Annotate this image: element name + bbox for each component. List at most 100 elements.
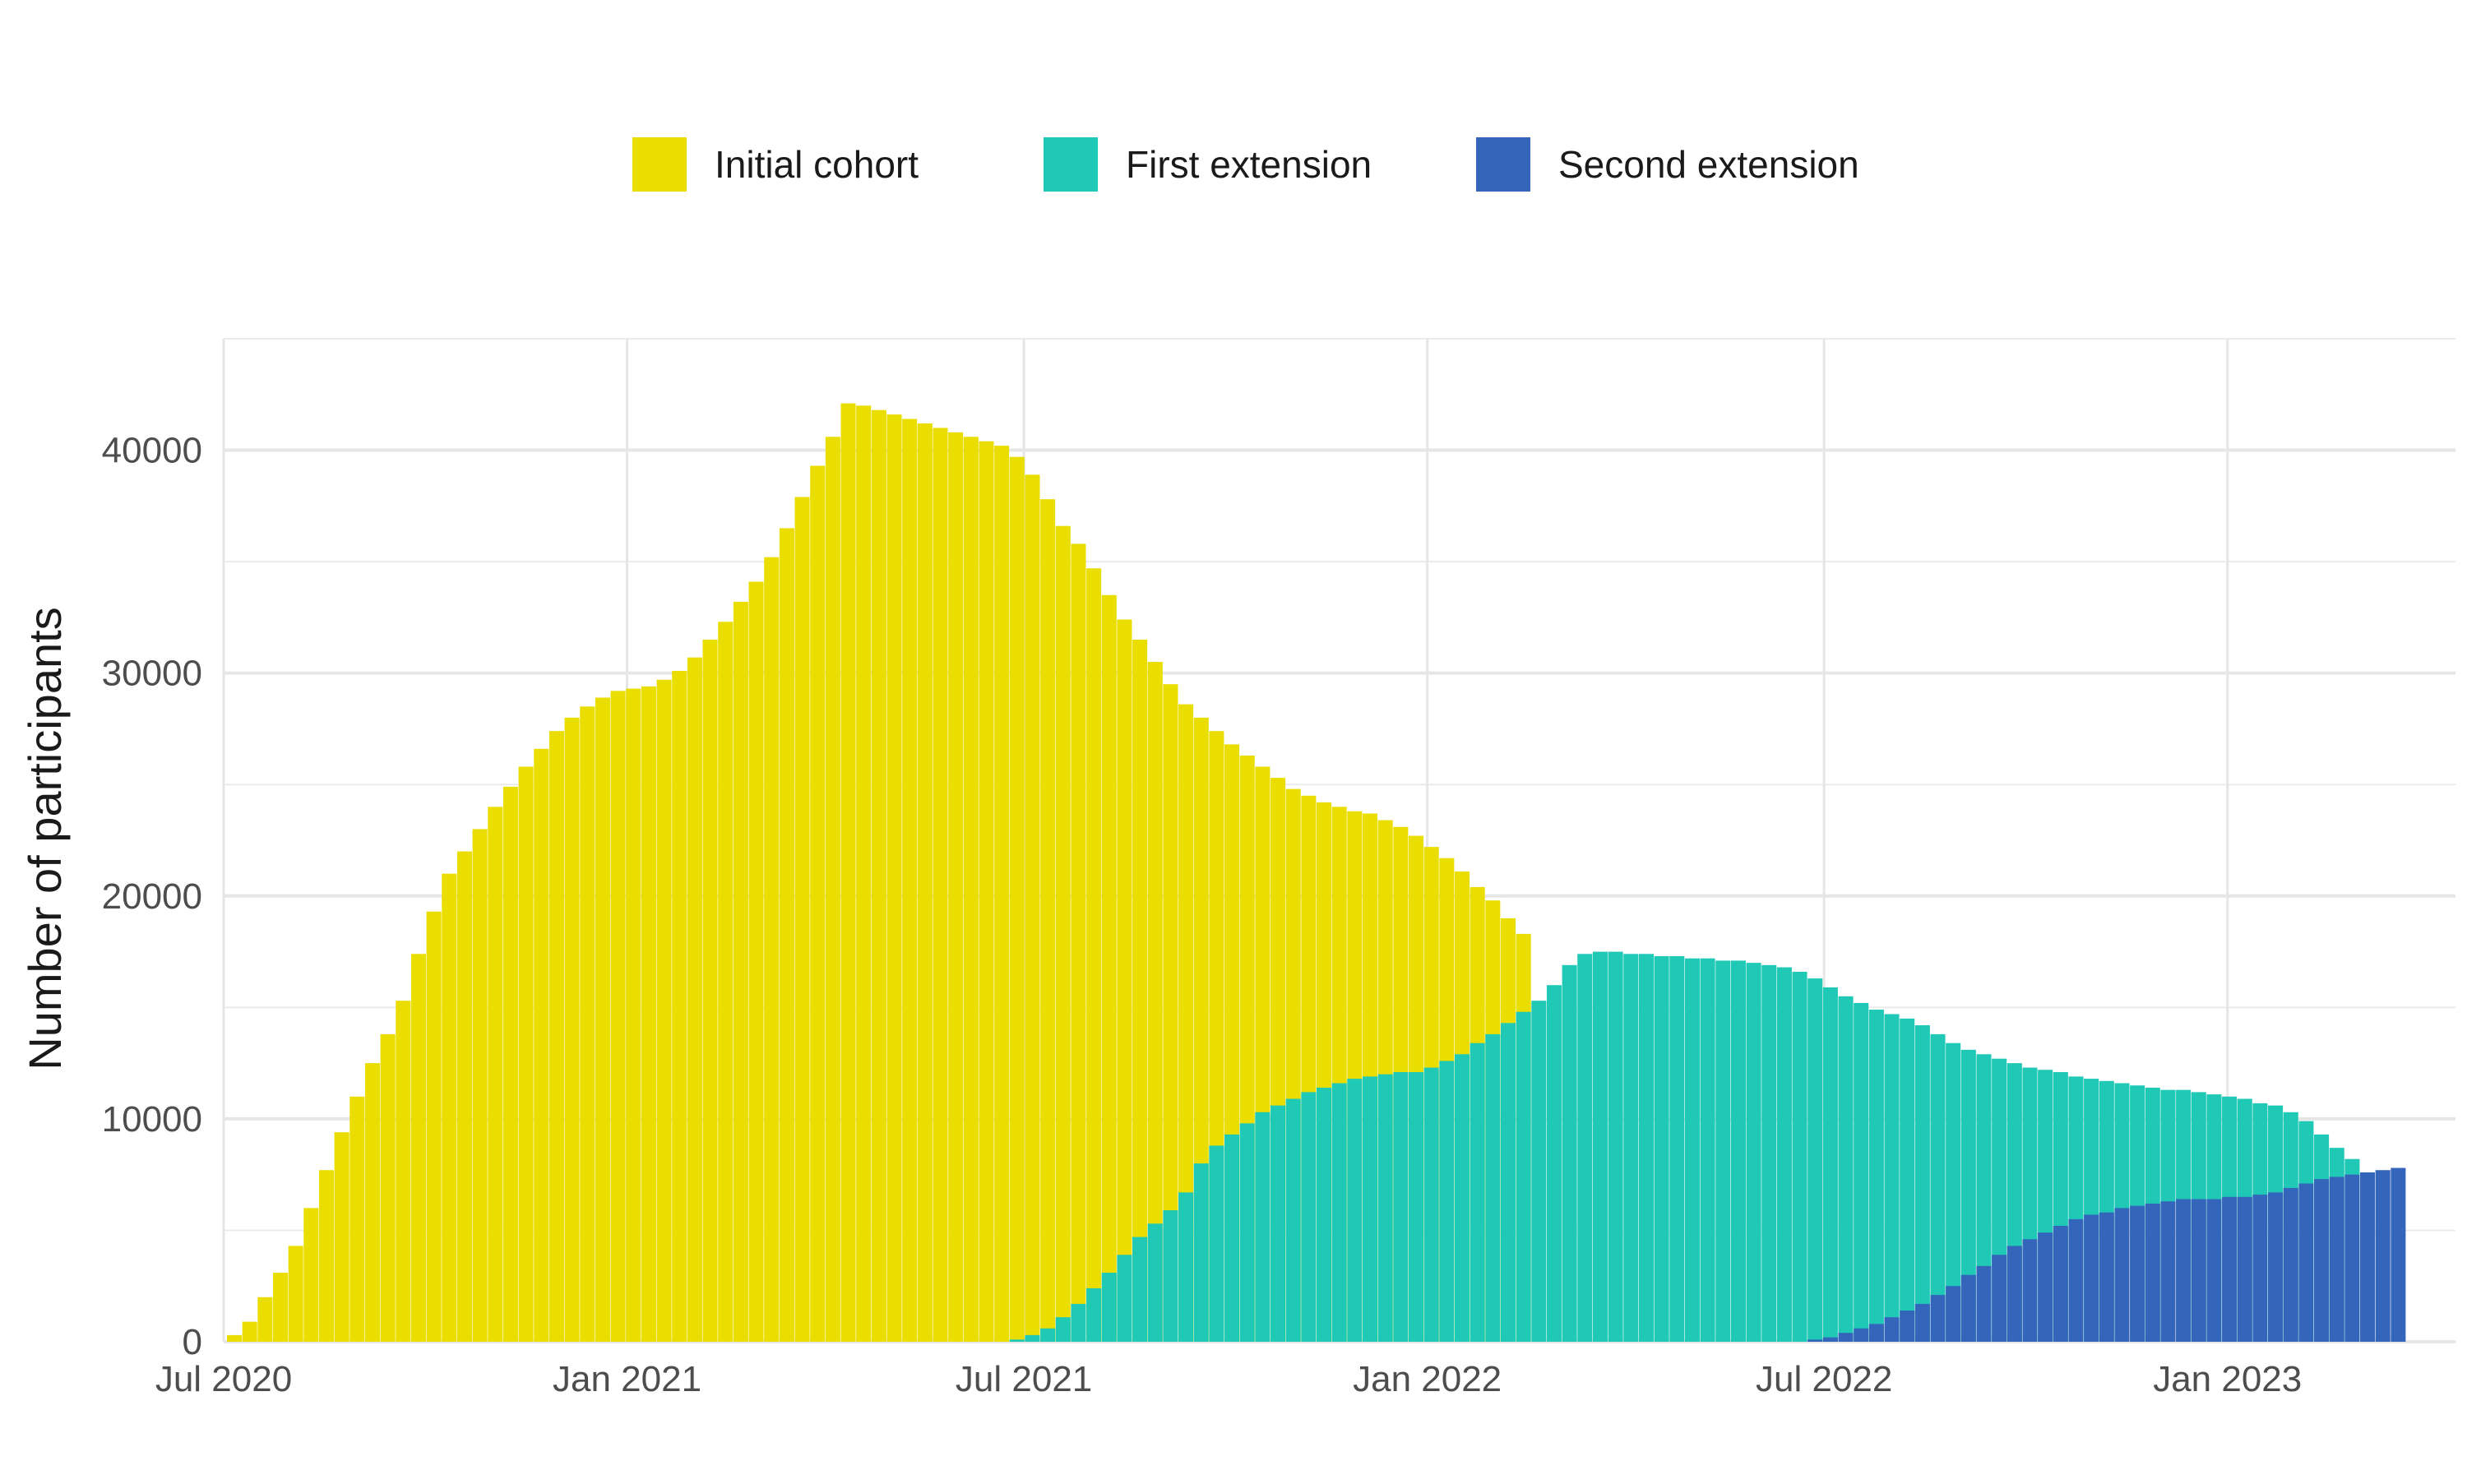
- bar: [1516, 1011, 1531, 1342]
- bar: [1562, 964, 1577, 1342]
- bar: [979, 441, 994, 1343]
- bar: [2206, 1199, 2222, 1342]
- y-tick-label: 30000: [102, 654, 202, 694]
- bar: [1715, 960, 1731, 1342]
- bar: [656, 679, 672, 1342]
- bar: [2191, 1199, 2206, 1342]
- bar: [1347, 1079, 1363, 1342]
- bar: [1807, 1339, 1823, 1342]
- bar: [1914, 1303, 1930, 1342]
- y-axis-ticks: 0 10000 20000 30000 40000: [102, 431, 202, 1362]
- bar: [702, 640, 718, 1342]
- y-tick-label: 10000: [102, 1099, 202, 1140]
- bar: [380, 1033, 396, 1342]
- bar: [1393, 1071, 1409, 1342]
- bar: [1301, 1092, 1317, 1342]
- y-axis-title: Number of participants: [19, 607, 71, 1070]
- bar: [1117, 1255, 1132, 1342]
- bar: [1408, 1071, 1424, 1342]
- bar: [1239, 1123, 1255, 1342]
- bar: [748, 581, 764, 1342]
- x-tick-label: Jul 2022: [1756, 1359, 1892, 1399]
- bar: [1838, 996, 1854, 1342]
- bar: [825, 437, 840, 1342]
- bar: [2237, 1196, 2252, 1342]
- x-tick-label: Jul 2020: [155, 1359, 292, 1399]
- bar: [2252, 1195, 2268, 1342]
- bar: [1822, 987, 1838, 1342]
- bar: [1132, 1237, 1148, 1342]
- legend-label: Second extension: [1558, 143, 1859, 186]
- bar: [595, 697, 610, 1342]
- bar: [548, 731, 564, 1342]
- bar: [2160, 1201, 2176, 1342]
- bar: [1331, 1083, 1347, 1342]
- bar: [1377, 1074, 1393, 1342]
- bar: [1470, 1042, 1485, 1342]
- bar: [1900, 1018, 1915, 1342]
- bar: [2222, 1196, 2238, 1342]
- bar: [641, 686, 656, 1342]
- bar: [1040, 1328, 1056, 1342]
- bar: [1439, 1061, 1455, 1342]
- bar: [1071, 543, 1086, 1342]
- series-second-extension: [1807, 1167, 2406, 1342]
- y-tick-label: 40000: [102, 431, 202, 471]
- bar: [1285, 1098, 1301, 1342]
- y-tick-label: 0: [183, 1322, 202, 1362]
- bar: [764, 557, 780, 1342]
- bar: [1055, 525, 1071, 1342]
- bar: [488, 807, 503, 1342]
- bar: [810, 465, 826, 1342]
- bar: [1086, 1288, 1102, 1342]
- bar: [580, 706, 595, 1342]
- bar: [242, 1321, 257, 1342]
- x-tick-label: Jul 2021: [956, 1359, 1092, 1399]
- bar: [1362, 1076, 1378, 1342]
- bar: [626, 688, 641, 1342]
- bar: [994, 446, 1010, 1342]
- legend-item-second-extension: Second extension: [1476, 137, 1859, 192]
- bar: [917, 423, 933, 1342]
- bar: [672, 670, 687, 1342]
- y-tick-label: 20000: [102, 876, 202, 917]
- bar: [1178, 1192, 1194, 1342]
- legend-label: First extension: [1126, 143, 1372, 186]
- bar: [2391, 1167, 2406, 1342]
- bar: [1976, 1265, 1992, 1342]
- bar: [1592, 951, 1608, 1342]
- bar: [502, 786, 518, 1342]
- bar: [1055, 1317, 1071, 1342]
- bar: [349, 1096, 365, 1342]
- bar: [272, 1272, 289, 1342]
- bar: [1071, 1303, 1086, 1342]
- bar: [442, 873, 457, 1342]
- x-axis-ticks: Jul 2020 Jan 2021 Jul 2021 Jan 2022 Jul 2022…: [155, 1359, 2302, 1399]
- bar: [1163, 1210, 1178, 1342]
- bar: [1117, 619, 1132, 1342]
- legend-swatch: [1476, 137, 1530, 192]
- bar: [426, 911, 442, 1342]
- bar: [1884, 1317, 1900, 1342]
- bar: [2298, 1183, 2314, 1342]
- legend-label: Initial cohort: [715, 143, 919, 186]
- bar: [2099, 1212, 2114, 1342]
- bar: [2176, 1199, 2192, 1342]
- bar: [1485, 1033, 1501, 1342]
- legend-item-initial-cohort: Initial cohort: [632, 137, 919, 192]
- bar: [1271, 1105, 1286, 1342]
- bar: [1638, 954, 1654, 1342]
- bar: [1531, 1001, 1547, 1342]
- bar: [1900, 1311, 1915, 1342]
- bar: [1608, 951, 1623, 1342]
- bar: [933, 428, 948, 1343]
- bar: [886, 414, 902, 1343]
- bar: [1654, 955, 1669, 1342]
- bar: [410, 954, 426, 1342]
- bar: [1946, 1286, 1961, 1342]
- bar: [1822, 1337, 1838, 1342]
- bar: [1992, 1255, 2007, 1342]
- bar: [303, 1208, 319, 1342]
- bar: [2053, 1226, 2068, 1342]
